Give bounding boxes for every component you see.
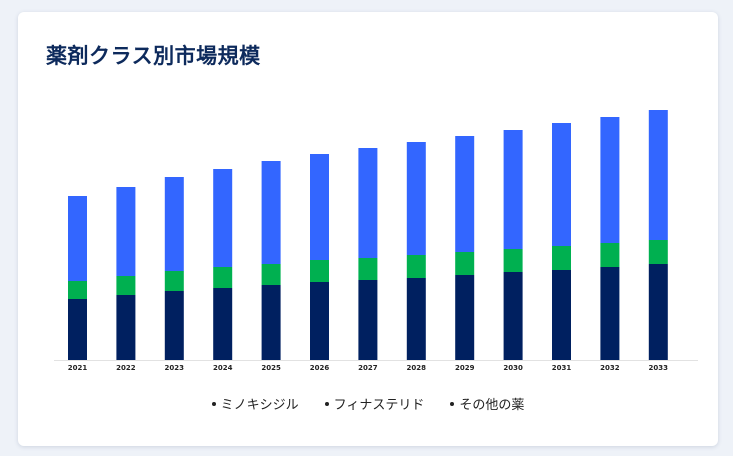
bar-segment — [213, 267, 233, 288]
bar-segment — [261, 285, 281, 360]
x-tick-label: 2026 — [310, 364, 330, 372]
bar-segment — [552, 246, 571, 270]
bar-segment — [116, 187, 136, 276]
bar-segment — [261, 161, 281, 264]
bar-segment — [164, 291, 184, 360]
bar-segment — [68, 196, 87, 281]
bar-segment — [310, 154, 329, 260]
x-tick-label: 2024 — [213, 364, 233, 372]
bar-segment — [552, 123, 571, 246]
bar-segment — [600, 117, 620, 243]
bar-segment — [648, 110, 668, 240]
chart-card: 薬剤クラス別市場規模 2021 2022 2023 2024 2025 2026 2027 2… — [18, 12, 718, 446]
bar-segment — [406, 278, 426, 360]
bar-segment — [261, 264, 281, 285]
bar-segment — [648, 240, 668, 264]
legend-marker — [450, 401, 455, 406]
x-tick-label: 2029 — [455, 364, 475, 372]
x-tick-label: 2033 — [649, 364, 669, 372]
x-tick-label: 2022 — [116, 364, 136, 372]
bar-segment — [503, 130, 523, 249]
bar-segment — [552, 270, 571, 360]
bar-segment — [358, 258, 378, 280]
x-tick-label: 2027 — [358, 364, 378, 372]
bar-segment — [116, 276, 136, 295]
bar-segment — [164, 271, 184, 291]
bar-chart: 2021 2022 2023 2024 2025 2026 2027 2028 2029 2030… — [54, 110, 698, 372]
bar-segment — [648, 264, 668, 360]
x-tick-label: 2032 — [600, 364, 620, 372]
bar-segment — [358, 280, 378, 360]
x-tick-label: 2028 — [407, 364, 427, 372]
bar-segment — [600, 243, 620, 267]
bar-segment — [600, 267, 620, 360]
legend-item-other-drugs: その他の薬 — [450, 394, 524, 413]
bar-segment — [358, 148, 378, 258]
x-tick-label: 2021 — [68, 364, 88, 372]
bar-segment — [406, 142, 426, 255]
x-tick-label: 2025 — [261, 364, 281, 372]
chart-title: 薬剤クラス別市場規模 — [46, 44, 261, 68]
bar-segment — [406, 255, 426, 278]
bar-segment — [455, 136, 475, 252]
legend-item-finasteride: フィナステリド — [324, 394, 425, 413]
legend-label: フィナステリド — [333, 398, 425, 413]
legend-item-minoxidil: ミノキシジル — [211, 394, 299, 413]
legend-marker — [211, 401, 216, 406]
bar-segment — [68, 299, 87, 360]
bar-segment — [503, 272, 523, 360]
bar-segment — [213, 288, 233, 360]
bar-segment — [310, 260, 329, 282]
x-tick-label: 2030 — [503, 364, 523, 372]
bar-segment — [455, 275, 475, 360]
chart-legend: ミノキシジル フィナステリド その他の薬 — [18, 394, 718, 413]
bar-segment — [503, 249, 523, 272]
bar-segment — [310, 282, 329, 360]
bar-segment — [213, 169, 233, 267]
x-tick-label: 2023 — [165, 364, 185, 372]
bar-segment — [455, 252, 475, 275]
legend-label: ミノキシジル — [220, 398, 299, 413]
x-tick-label: 2031 — [552, 364, 572, 372]
legend-marker — [324, 401, 329, 406]
bar-segment — [164, 177, 184, 271]
bar-segment — [116, 295, 136, 360]
bar-segment — [68, 281, 87, 299]
legend-label: その他の薬 — [459, 398, 525, 413]
